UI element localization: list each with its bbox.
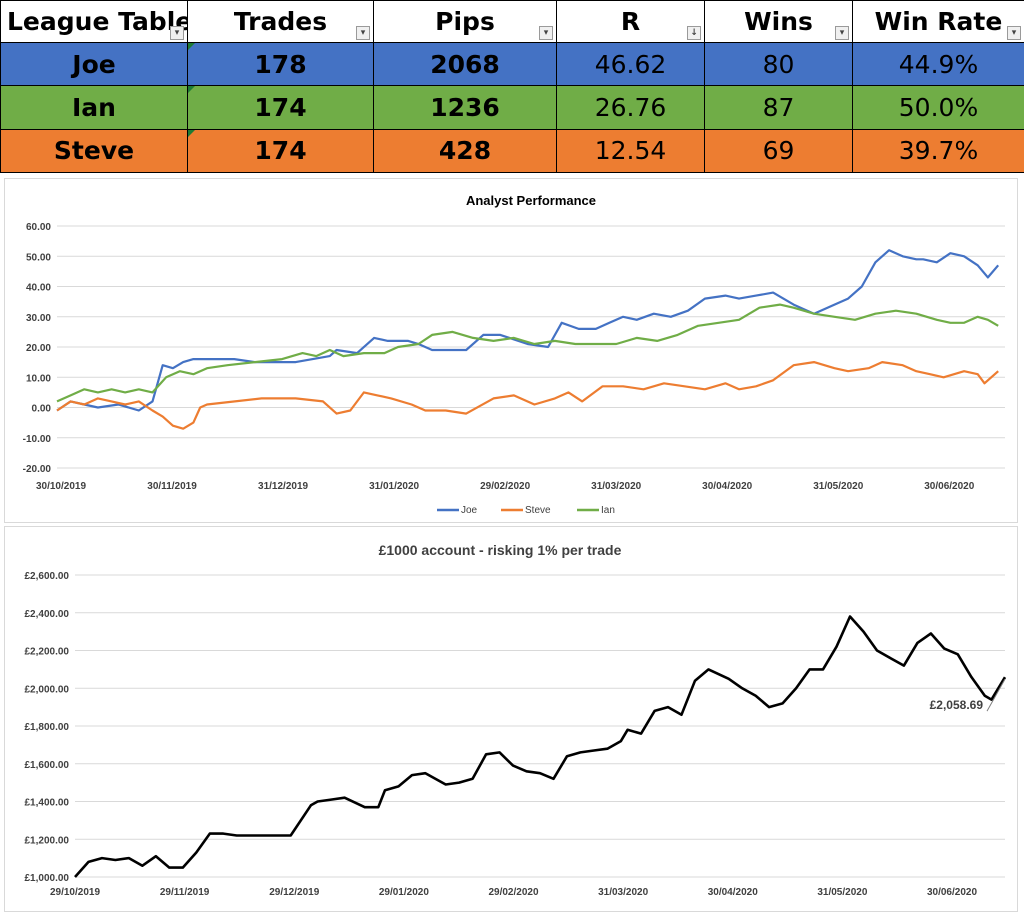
x-tick-label: 31/03/2020 — [591, 481, 641, 492]
cell-r[interactable]: 26.76 — [557, 86, 705, 129]
y-tick-label: 20.00 — [26, 343, 51, 354]
series-line-ian — [57, 305, 998, 402]
cell-win-rate[interactable]: 39.7% — [853, 129, 1024, 172]
x-tick-label: 31/01/2020 — [369, 481, 419, 492]
account-balance-svg: £1000 account - risking 1% per trade £2,6… — [5, 527, 1017, 911]
x-tick-label: 31/05/2020 — [817, 887, 867, 898]
cell-trades[interactable]: 174 — [188, 129, 374, 172]
header-label: Pips — [435, 7, 495, 36]
cell-win-rate[interactable]: 44.9% — [853, 43, 1024, 86]
legend-label-steve: Steve — [525, 505, 551, 516]
y-tick-label: £2,200.00 — [25, 647, 70, 658]
y-tick-label: £2,000.00 — [25, 684, 70, 695]
chart-title: £1000 account - risking 1% per trade — [379, 542, 622, 558]
sort-descending-icon[interactable]: ↓ — [687, 26, 701, 40]
table-row-ian[interactable]: Ian 174 1236 26.76 87 50.0% — [1, 86, 1024, 129]
annotation-label: £2,058.69 — [930, 698, 984, 712]
x-tick-label: 29/11/2019 — [160, 887, 210, 898]
header-label: Trades — [234, 7, 327, 36]
cell-marker-icon — [188, 43, 195, 50]
cell-wins[interactable]: 69 — [705, 129, 853, 172]
legend-label-joe: Joe — [461, 505, 478, 516]
y-tick-label: -10.00 — [23, 434, 52, 445]
cell-name[interactable]: Steve — [1, 129, 188, 172]
y-tick-label: £1,400.00 — [25, 798, 70, 809]
filter-dropdown-icon[interactable]: ▾ — [539, 26, 553, 40]
y-tick-label: 30.00 — [26, 313, 51, 324]
header-label: Wins — [744, 7, 813, 36]
cell-r[interactable]: 46.62 — [557, 43, 705, 86]
x-tick-label: 30/10/2019 — [36, 481, 86, 492]
table-row-steve[interactable]: Steve 174 428 12.54 69 39.7% — [1, 129, 1024, 172]
x-tick-label: 29/01/2020 — [379, 887, 429, 898]
chart-title: Analyst Performance — [466, 193, 596, 208]
header-label: League Table — [7, 7, 188, 36]
header-label: Win Rate — [875, 7, 1003, 36]
cell-r[interactable]: 12.54 — [557, 129, 705, 172]
x-tick-label: 30/11/2019 — [147, 481, 197, 492]
cell-name[interactable]: Joe — [1, 43, 188, 86]
y-tick-label: £2,600.00 — [25, 571, 70, 582]
cell-pips[interactable]: 1236 — [374, 86, 557, 129]
y-tick-label: 60.00 — [26, 222, 51, 233]
league-table: League Table▾ Trades▾ Pips▾ R↓ Wins▾ Win… — [0, 0, 1024, 173]
y-tick-label: £2,400.00 — [25, 609, 70, 620]
y-tick-label: £1,600.00 — [25, 760, 70, 771]
header-pips: Pips ▾ — [374, 1, 557, 43]
x-tick-label: 29/02/2020 — [488, 887, 538, 898]
analyst-performance-chart[interactable]: Analyst Performance 60.00 50.00 40.00 30.00 2… — [4, 178, 1018, 523]
cell-wins[interactable]: 80 — [705, 43, 853, 86]
annotation-leader-line — [987, 679, 1005, 711]
filter-dropdown-icon[interactable]: ▾ — [170, 26, 184, 40]
x-tick-label: 31/03/2020 — [598, 887, 648, 898]
x-tick-label: 30/04/2020 — [702, 481, 752, 492]
header-r: R↓ — [557, 1, 705, 43]
x-tick-label: 29/02/2020 — [480, 481, 530, 492]
filter-dropdown-icon[interactable]: ▾ — [356, 26, 370, 40]
series-line-balance — [75, 617, 1005, 878]
cell-pips[interactable]: 428 — [374, 129, 557, 172]
x-tick-label: 30/04/2020 — [708, 887, 758, 898]
y-tick-label: 50.00 — [26, 252, 51, 263]
header-league-table: League Table▾ — [1, 1, 188, 43]
x-tick-label: 30/06/2020 — [927, 887, 977, 898]
header-label: R — [621, 7, 640, 36]
y-tick-label: 10.00 — [26, 373, 51, 384]
y-tick-label: 40.00 — [26, 283, 51, 294]
y-tick-label: £1,800.00 — [25, 722, 70, 733]
analyst-performance-svg: Analyst Performance 60.00 50.00 40.00 30.00 2… — [5, 179, 1017, 522]
cell-marker-icon — [188, 130, 195, 137]
cell-wins[interactable]: 87 — [705, 86, 853, 129]
header-win-rate: Win Rate ▾ — [853, 1, 1024, 43]
y-tick-label: 0.00 — [32, 404, 52, 415]
filter-dropdown-icon[interactable]: ▾ — [1007, 26, 1021, 40]
legend-label-ian: Ian — [601, 505, 615, 516]
header-trades: Trades ▾ — [188, 1, 374, 43]
header-wins: Wins ▾ — [705, 1, 853, 43]
x-tick-label: 29/10/2019 — [50, 887, 100, 898]
x-tick-label: 29/12/2019 — [269, 887, 319, 898]
y-tick-label: -20.00 — [23, 464, 52, 475]
cell-win-rate[interactable]: 50.0% — [853, 86, 1024, 129]
x-tick-label: 30/06/2020 — [924, 481, 974, 492]
cell-trades[interactable]: 174 — [188, 86, 374, 129]
x-tick-label: 31/12/2019 — [258, 481, 308, 492]
table-row-joe[interactable]: Joe 178 2068 46.62 80 44.9% — [1, 43, 1024, 86]
y-tick-label: £1,200.00 — [25, 835, 70, 846]
cell-pips[interactable]: 2068 — [374, 43, 557, 86]
y-tick-label: £1,000.00 — [25, 873, 70, 884]
filter-dropdown-icon[interactable]: ▾ — [835, 26, 849, 40]
cell-trades[interactable]: 178 — [188, 43, 374, 86]
header-row: League Table▾ Trades▾ Pips▾ R↓ Wins▾ Win… — [1, 1, 1024, 43]
cell-name[interactable]: Ian — [1, 86, 188, 129]
series-line-joe — [57, 250, 998, 410]
x-tick-label: 31/05/2020 — [813, 481, 863, 492]
account-balance-chart[interactable]: £1000 account - risking 1% per trade £2,6… — [4, 526, 1018, 912]
cell-marker-icon — [188, 86, 195, 93]
